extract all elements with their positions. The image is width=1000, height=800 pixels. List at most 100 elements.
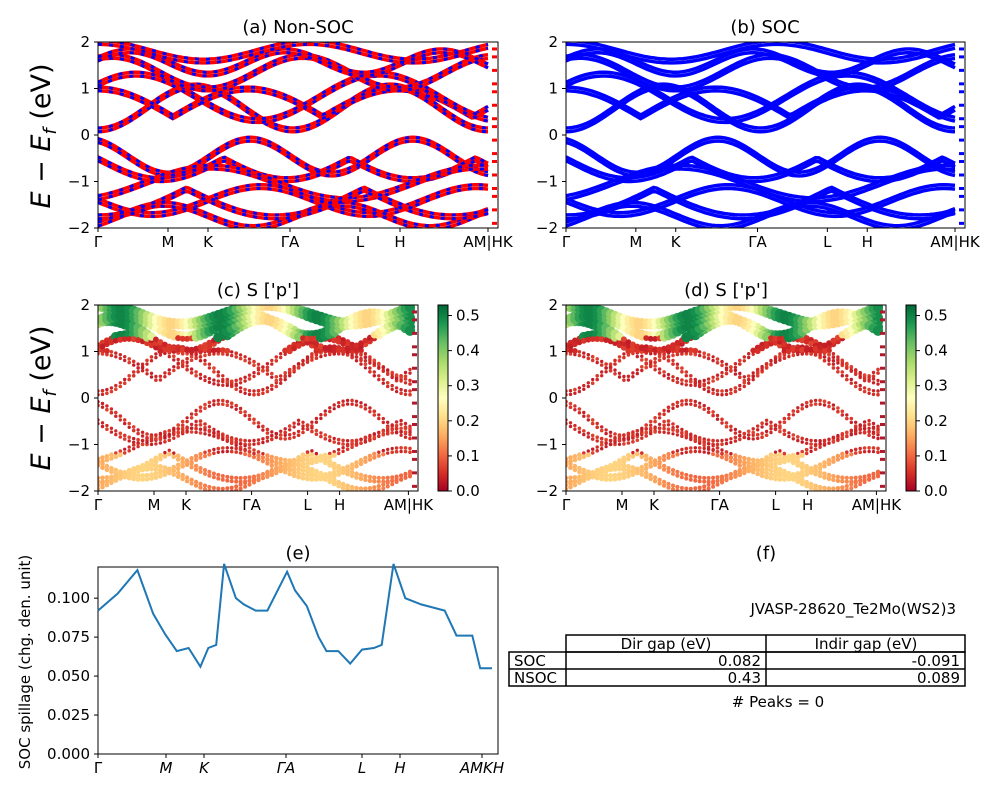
projected-band-point (203, 450, 207, 455)
projected-band-point (867, 422, 871, 427)
projected-band-point (98, 459, 101, 464)
projected-band-point (354, 399, 359, 403)
projected-band-point (858, 374, 862, 378)
x-tick-label: Γ (94, 233, 103, 251)
projected-band-point (288, 428, 292, 432)
projected-band-point (367, 474, 373, 480)
projected-band-point (782, 432, 787, 437)
y-tick-label: 2 (548, 33, 558, 51)
projected-band-point (100, 401, 105, 406)
projected-band-point (287, 464, 293, 469)
x-tick-label: ΓA (748, 233, 767, 251)
projected-band-point (368, 355, 372, 359)
projected-band-point (586, 435, 590, 439)
projected-band-point (131, 470, 137, 476)
projected-band-point (265, 372, 270, 376)
projected-band-point (759, 457, 765, 463)
projected-band-point (871, 392, 876, 397)
projected-band-point (595, 357, 599, 361)
y-tick-label: −2 (536, 219, 558, 237)
projected-band-point (573, 404, 577, 408)
x-tick-label: L (356, 233, 365, 251)
projected-band-point (689, 379, 693, 384)
projected-band-point (265, 362, 270, 366)
projected-band-point (149, 472, 154, 478)
projected-band-point (715, 413, 720, 418)
projected-band-point (345, 483, 350, 489)
projected-band-point (368, 359, 372, 363)
projected-band-point (831, 407, 836, 411)
projected-band-point (189, 371, 194, 375)
projected-band-point (608, 439, 613, 443)
projected-band-point (760, 421, 764, 426)
projected-band-point (189, 351, 194, 355)
projected-band-point (817, 473, 823, 479)
projected-band-point (831, 439, 836, 443)
projected-band-point (296, 365, 301, 370)
x-tick-label: K (181, 496, 192, 514)
projected-band-point (234, 479, 239, 484)
projected-band-point (127, 445, 131, 449)
projected-band-point (858, 450, 862, 455)
x-tick-label: H (802, 496, 813, 514)
projected-band-point (363, 355, 368, 360)
projected-band-point (729, 365, 733, 369)
projected-band-point (845, 413, 849, 417)
projected-band-point (586, 356, 591, 361)
projected-band-point (876, 371, 880, 375)
projected-band-point (176, 430, 180, 435)
projected-band-point (876, 392, 880, 397)
projected-band-point (104, 482, 110, 488)
projected-band-point (207, 425, 212, 429)
projected-band-point (184, 335, 191, 342)
projected-band-point (368, 406, 372, 410)
projected-band-point (247, 377, 252, 381)
projected-band-point (827, 357, 831, 361)
projected-band-point (274, 467, 279, 472)
projected-band-point (871, 381, 876, 385)
projected-band-point (349, 484, 355, 490)
projected-band-point (247, 439, 252, 443)
projected-band-point (216, 352, 221, 356)
projected-band-point (189, 465, 194, 470)
projected-band-point (600, 425, 604, 429)
projected-band-point (234, 439, 238, 444)
projected-band-point (603, 465, 609, 471)
projected-band-point (742, 435, 746, 439)
projected-band-point (114, 351, 118, 355)
projected-band-point (154, 442, 158, 446)
projected-band-point (805, 437, 809, 442)
projected-band-point (100, 388, 105, 393)
y-tick-label: −1 (68, 436, 90, 454)
projected-band-point (349, 488, 355, 491)
projected-band-point (582, 387, 586, 391)
projected-band-point (702, 387, 706, 391)
projected-band-point (591, 447, 595, 451)
projected-band-point (305, 450, 310, 454)
projected-band-point (683, 347, 690, 353)
projected-band-point (831, 459, 836, 464)
projected-band-point (269, 459, 274, 465)
projected-band-point (813, 483, 818, 489)
projected-band-point (720, 442, 724, 447)
projected-band-point (635, 371, 639, 376)
projected-band-point (738, 434, 742, 438)
projected-band-point (385, 484, 390, 489)
projected-band-point (620, 344, 627, 351)
projected-band-point (573, 427, 577, 431)
projected-band-point (109, 452, 114, 458)
projected-band-point (408, 430, 412, 434)
projected-band-point (756, 428, 760, 432)
projected-band-point (647, 347, 654, 353)
projected-band-point (215, 347, 222, 353)
projected-band-point (225, 403, 230, 408)
projected-band-point (871, 446, 876, 450)
projected-band-point (163, 371, 167, 375)
projected-band-point (256, 371, 261, 376)
projected-band-point (260, 472, 265, 477)
projected-band-point (310, 420, 314, 424)
projected-band-point (639, 464, 645, 470)
projected-band-point (675, 362, 680, 366)
projected-band-point (796, 438, 800, 443)
projected-band-point (747, 378, 751, 382)
